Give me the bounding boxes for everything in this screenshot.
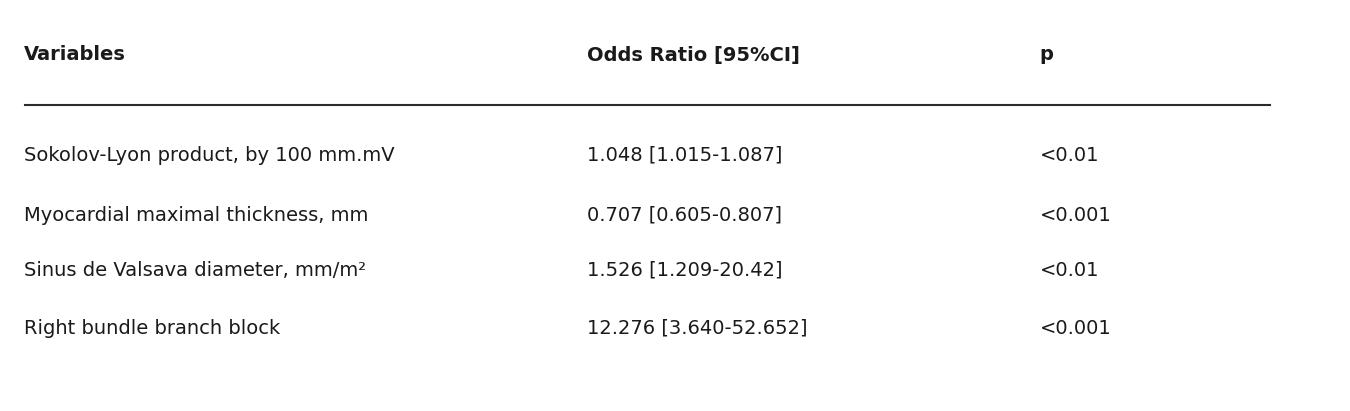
Text: p: p: [1040, 46, 1053, 65]
Text: 1.526 [1.209-20.42]: 1.526 [1.209-20.42]: [587, 261, 783, 279]
Text: Myocardial maximal thickness, mm: Myocardial maximal thickness, mm: [24, 206, 369, 224]
Text: 1.048 [1.015-1.087]: 1.048 [1.015-1.087]: [587, 145, 783, 164]
Text: 0.707 [0.605-0.807]: 0.707 [0.605-0.807]: [587, 206, 782, 224]
Text: <0.01: <0.01: [1040, 261, 1099, 279]
Text: Variables: Variables: [24, 46, 126, 65]
Text: <0.01: <0.01: [1040, 145, 1099, 164]
Text: <0.001: <0.001: [1040, 206, 1111, 224]
Text: Sokolov-Lyon product, by 100 mm.mV: Sokolov-Lyon product, by 100 mm.mV: [24, 145, 396, 164]
Text: 12.276 [3.640-52.652]: 12.276 [3.640-52.652]: [587, 319, 807, 337]
Text: Sinus de Valsava diameter, mm/m²: Sinus de Valsava diameter, mm/m²: [24, 261, 366, 279]
Text: Right bundle branch block: Right bundle branch block: [24, 319, 281, 337]
Text: Odds Ratio [95%CI]: Odds Ratio [95%CI]: [587, 46, 801, 65]
Text: <0.001: <0.001: [1040, 319, 1111, 337]
